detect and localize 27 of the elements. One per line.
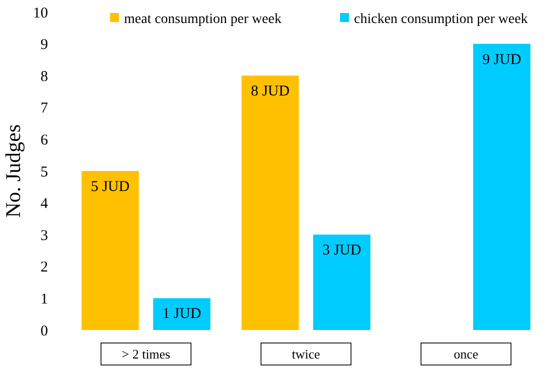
y-tick-label: 0 (40, 323, 48, 340)
y-tick-label: 4 (40, 196, 48, 212)
y-tick-label: 6 (40, 132, 48, 148)
bar (473, 44, 530, 330)
y-tick-label: 10 (33, 5, 48, 22)
legend-label: chicken consumption per week (354, 12, 528, 27)
bar (242, 76, 299, 330)
x-tick-label: once (454, 346, 478, 362)
bar (82, 171, 139, 330)
x-tick-label: > 2 times (122, 346, 170, 362)
y-tick-label: 3 (40, 228, 48, 244)
data-label: 5 JUD (90, 179, 130, 195)
x-tick-label: twice (292, 346, 320, 362)
data-label: 1 JUD (162, 306, 202, 322)
legend-label: meat consumption per week (124, 12, 282, 27)
data-label: 9 JUD (482, 52, 522, 68)
y-tick-label: 2 (40, 260, 48, 276)
data-label: 3 JUD (322, 242, 362, 259)
y-axis-title: No. Judges (1, 124, 25, 218)
y-tick-label: 1 (40, 291, 48, 308)
data-label: 8 JUD (250, 84, 290, 100)
bar (153, 298, 210, 330)
bar (313, 234, 370, 330)
y-tick-label: 9 (40, 37, 48, 54)
y-tick-label: 8 (40, 68, 48, 85)
y-tick-label: 7 (40, 100, 48, 117)
y-tick-label: 5 (40, 164, 48, 180)
